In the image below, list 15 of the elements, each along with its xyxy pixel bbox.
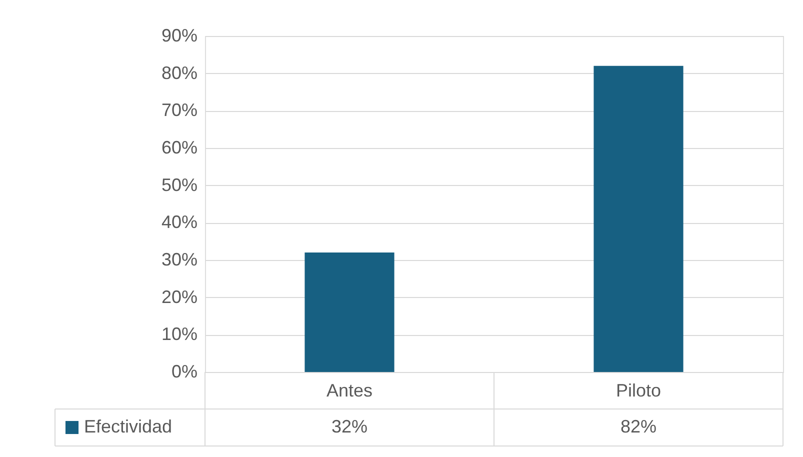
data-label: 82%: [620, 416, 657, 436]
y-tick-label: 30%: [161, 250, 198, 270]
y-tick-label: 20%: [161, 286, 198, 307]
y-tick-label: 80%: [161, 62, 198, 83]
y-tick-label: 0%: [171, 362, 198, 382]
y-tick-label: 10%: [161, 324, 198, 344]
legend-label: Efectividad: [84, 416, 172, 436]
x-tick-label: Piloto: [616, 380, 662, 400]
y-tick-label: 70%: [161, 100, 198, 120]
x-tick-label: Antes: [326, 380, 373, 400]
y-tick-label: 50%: [161, 174, 198, 195]
data-label: 32%: [331, 416, 368, 436]
y-tick-label: 60%: [161, 138, 198, 158]
y-tick-label: 90%: [161, 26, 198, 46]
y-tick-label: 40%: [161, 212, 198, 232]
